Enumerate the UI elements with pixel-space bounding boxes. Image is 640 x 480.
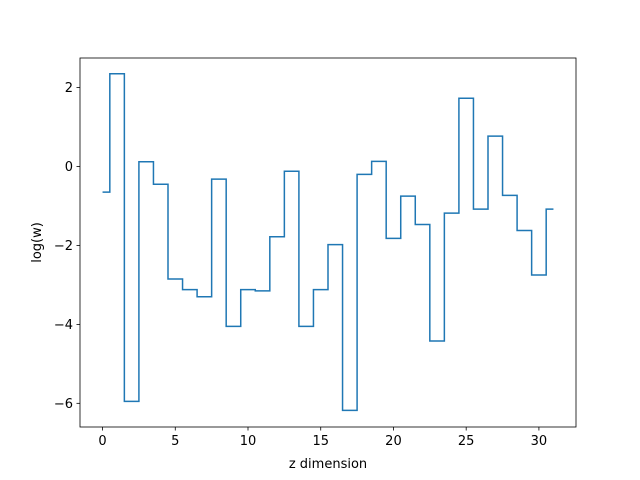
x-tick-label: 15 <box>312 434 329 449</box>
axes-frame <box>79 57 577 428</box>
x-tick-label: 20 <box>385 434 402 449</box>
y-tick-label: 0 <box>65 160 73 175</box>
x-axis-label: z dimension <box>289 457 367 472</box>
y-axis-label: log(w) <box>30 222 45 263</box>
y-axis: −6 −4 −2 0 2 <box>54 81 80 412</box>
plot-area <box>102 73 554 412</box>
y-tick-label: −2 <box>54 239 73 254</box>
x-tick-label: 30 <box>531 434 548 449</box>
x-tick-label: 5 <box>171 434 179 449</box>
y-tick-label: 2 <box>65 81 73 96</box>
x-tick-label: 10 <box>240 434 257 449</box>
series-line <box>102 73 554 412</box>
x-tick-label: 25 <box>458 434 475 449</box>
x-axis: 0 5 10 15 20 25 30 <box>98 427 547 449</box>
x-tick-label: 0 <box>98 434 106 449</box>
y-tick-label: −6 <box>54 397 73 412</box>
y-tick-label: −4 <box>54 318 73 333</box>
